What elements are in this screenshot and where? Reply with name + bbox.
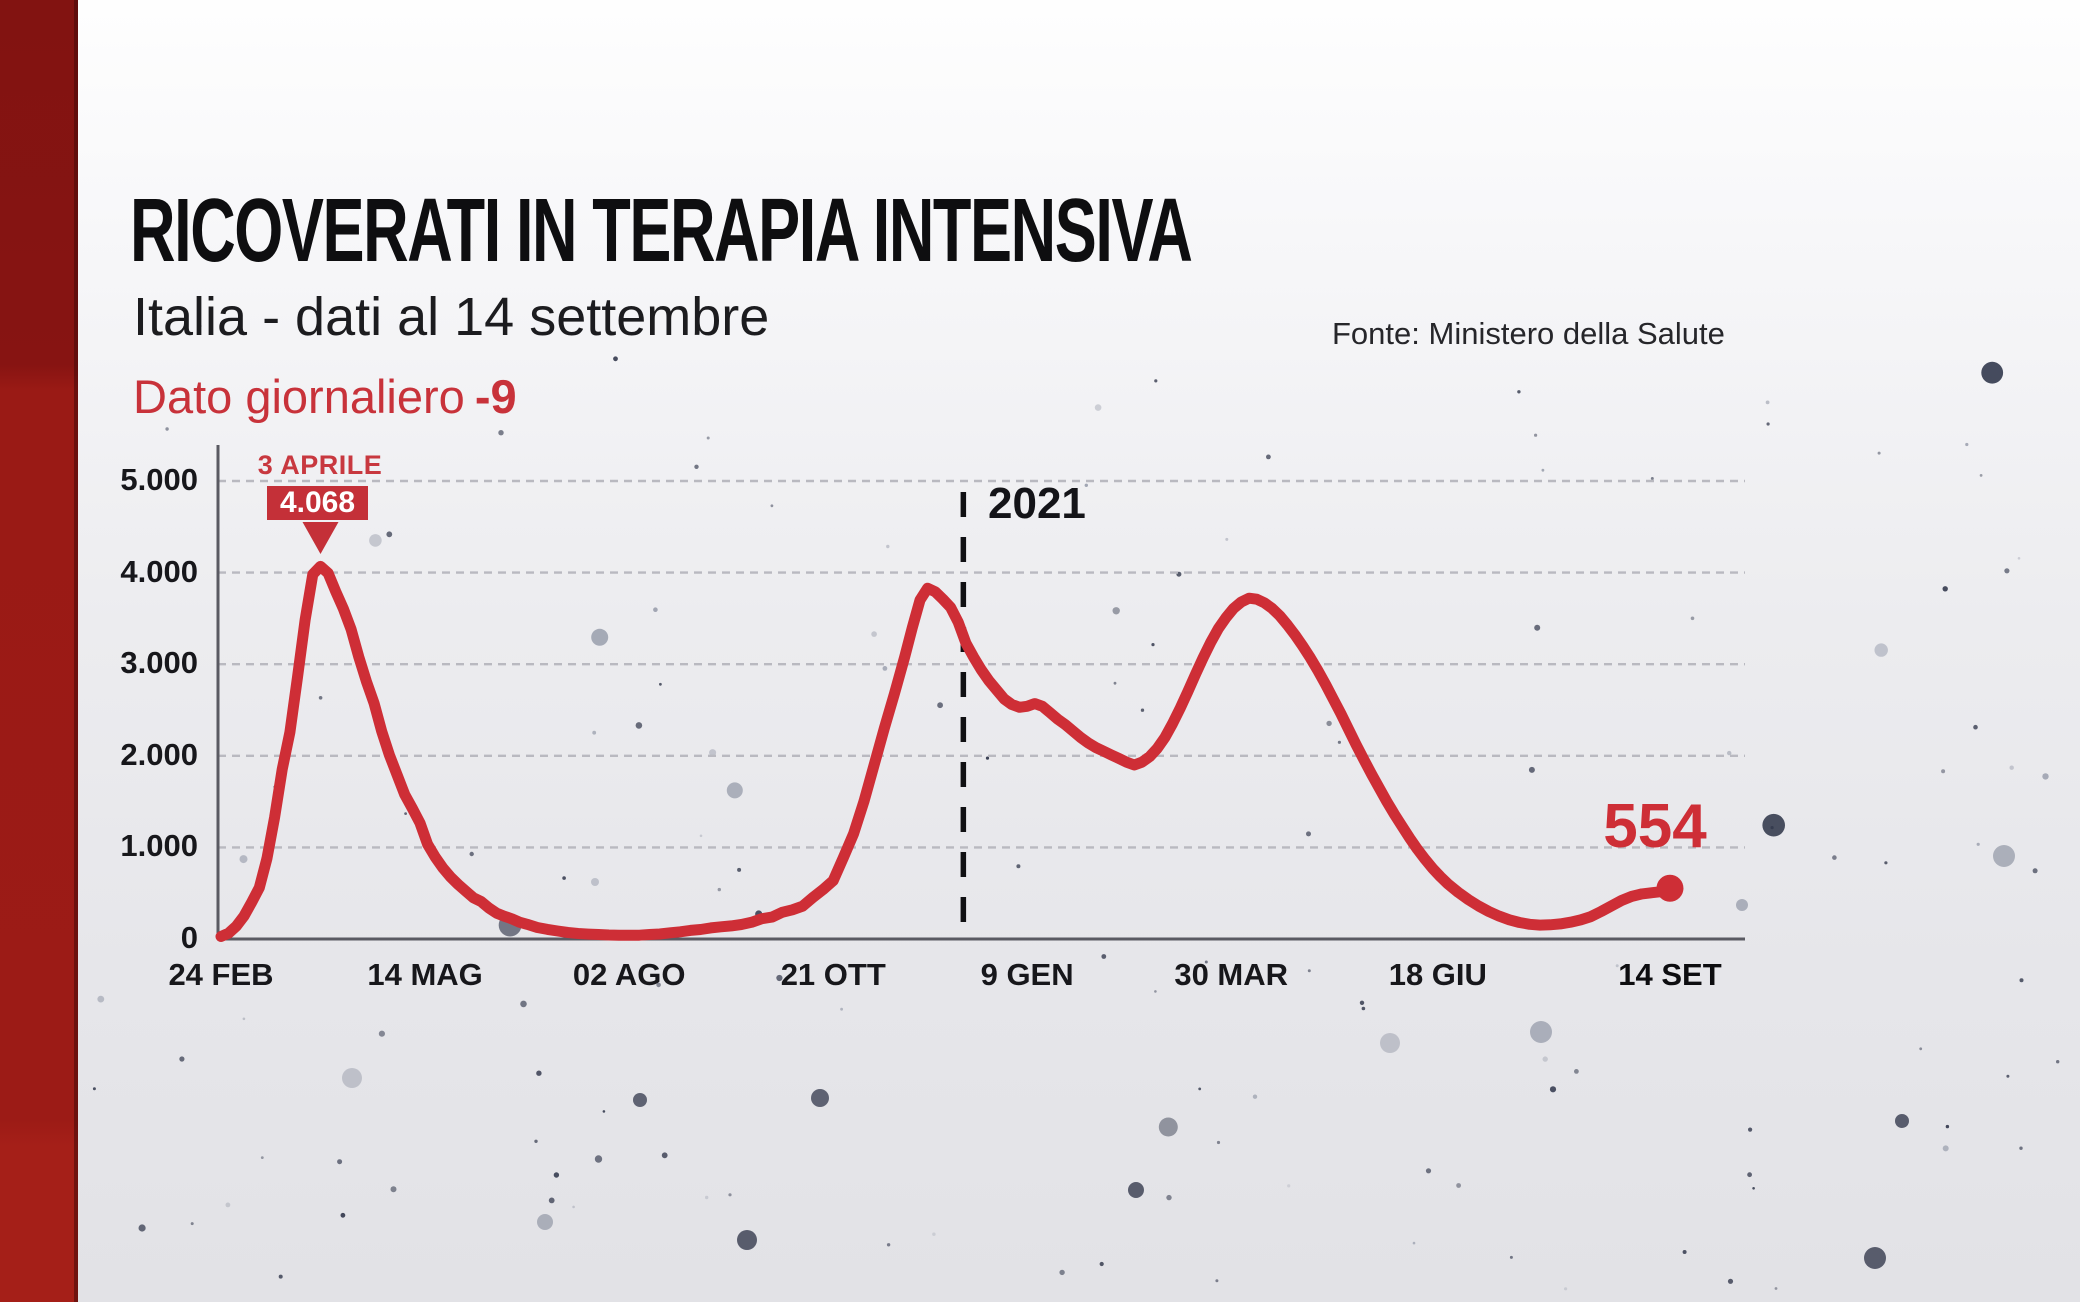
daily-data-line: Dato giornaliero -9 [133, 372, 517, 421]
x-axis-label-24feb: 24 FEB [168, 957, 274, 992]
y-axis-label-4000: 4.000 [120, 553, 198, 589]
peak-annotation-value-badge: 4.068 [267, 486, 368, 520]
daily-data-label: Dato giornaliero [133, 370, 465, 423]
y-axis-label-2000: 2.000 [120, 736, 198, 772]
x-axis-label-18giu: 18 GIU [1388, 957, 1487, 992]
y-axis-label-0: 0 [180, 920, 198, 955]
peak-annotation-date: 3 APRILE [257, 450, 383, 480]
source-credit: Fonte: Ministero della Salute [1332, 316, 1725, 351]
x-axis-label-21ott: 21 OTT [780, 957, 886, 992]
x-axis-label-14mag: 14 MAG [367, 957, 483, 992]
x-axis-label-9gen: 9 GEN [980, 957, 1074, 992]
x-axis-label-14set: 14 SET [1618, 957, 1722, 992]
page-subtitle: Italia - dati al 14 settembre [133, 287, 770, 347]
x-axis-label-02ago: 02 AGO [572, 957, 686, 992]
daily-delta-value: -9 [474, 370, 517, 423]
y-axis-label-1000: 1.000 [120, 828, 198, 864]
y-axis-label-5000: 5.000 [120, 462, 198, 497]
left-red-bar [0, 0, 78, 1302]
year-2021-label: 2021 [988, 479, 1086, 528]
x-axis-label-30mar: 30 MAR [1174, 957, 1289, 992]
page-title: RICOVERATI IN TERAPIA INTENSIVA [130, 181, 1193, 281]
latest-value-label: 554 [1603, 792, 1707, 861]
y-axis-label-3000: 3.000 [120, 645, 198, 681]
